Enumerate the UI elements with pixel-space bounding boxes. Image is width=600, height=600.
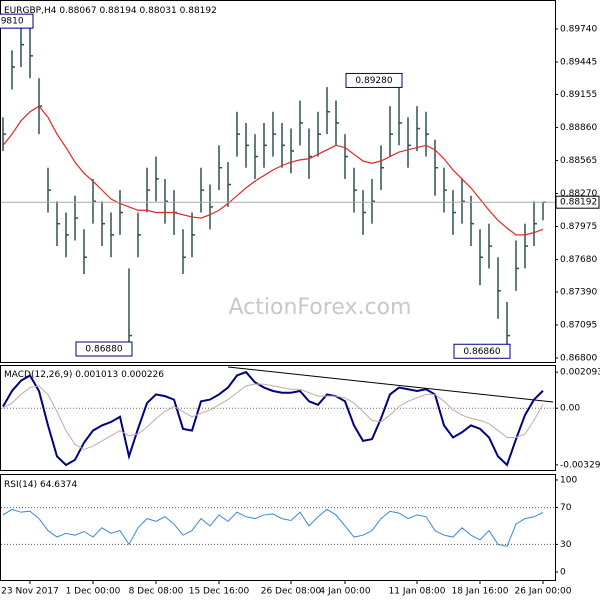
x-tick-label: 26 Jan 00:00 bbox=[515, 587, 572, 597]
header-value: 0.001013 bbox=[75, 370, 118, 380]
indicator-line bbox=[2, 383, 544, 451]
price-tag bbox=[555, 195, 600, 209]
header-value: 0.88067 bbox=[59, 6, 96, 16]
annotation-box bbox=[75, 341, 133, 357]
y-tick-label: 0.88860 bbox=[560, 123, 597, 133]
y-tick-label: 0.88565 bbox=[560, 156, 597, 166]
x-tick-label: 26 Dec 08:00 bbox=[261, 587, 322, 597]
indicator-line bbox=[2, 370, 544, 467]
y-tick-label: 0.87095 bbox=[560, 320, 597, 330]
pane-header: EURGBP,H4 0.88067 0.88194 0.88031 0.8819… bbox=[4, 6, 217, 16]
y-tick-label: 0.89155 bbox=[560, 90, 597, 100]
annotation-box bbox=[453, 343, 511, 359]
y-tick-label: 0 bbox=[560, 567, 566, 577]
header-title: EURGBP,H4 bbox=[4, 6, 57, 16]
indicator-line bbox=[2, 508, 544, 547]
y-tick-label: 0.00 bbox=[560, 404, 580, 414]
annotation-label: 0.89280 bbox=[355, 76, 392, 86]
x-tick-label: 15 Dec 16:00 bbox=[189, 587, 250, 597]
y-tick-label: 0.87680 bbox=[560, 255, 597, 265]
header-value: 0.88192 bbox=[180, 6, 217, 16]
header-value: 0.000226 bbox=[121, 370, 164, 380]
header-title: MACD(12,26,9) bbox=[4, 370, 72, 380]
y-tick-label: -0.003292 bbox=[560, 460, 600, 470]
y-tick-label: 0.89740 bbox=[560, 24, 597, 34]
rsi-pane bbox=[0, 474, 556, 581]
y-tick-label: 0.89445 bbox=[560, 57, 597, 67]
y-tick-label: 0.87975 bbox=[560, 222, 597, 232]
x-tick-label: 11 Jan 08:00 bbox=[389, 587, 446, 597]
pane-header: RSI(14) 64.6374 bbox=[4, 480, 77, 490]
header-value: 0.88194 bbox=[99, 6, 136, 16]
y-tick-label: 70 bbox=[560, 503, 572, 513]
y-tick-label: 0.86800 bbox=[560, 353, 597, 363]
annotation-label: 0.86880 bbox=[85, 345, 122, 355]
y-tick-label: 30 bbox=[560, 540, 572, 550]
y-tick-label: 100 bbox=[560, 475, 577, 485]
header-value: 0.88031 bbox=[140, 6, 177, 16]
pane-header: MACD(12,26,9) 0.001013 0.000226 bbox=[4, 370, 164, 380]
x-tick-label: 18 Jan 16:00 bbox=[452, 587, 509, 597]
header-value: 64.6374 bbox=[40, 480, 77, 490]
annotation-label: 0.89810 bbox=[0, 17, 24, 27]
macd-trendline bbox=[227, 366, 554, 403]
moving-average bbox=[2, 105, 544, 236]
y-tick-label: 0.002093 bbox=[560, 368, 600, 378]
x-tick-label: 23 Nov 2017 bbox=[1, 587, 59, 597]
annotation-box bbox=[0, 13, 34, 29]
macd-pane bbox=[0, 365, 556, 471]
y-tick-label: 0.88270 bbox=[560, 189, 597, 199]
y-tick-label: 0.87390 bbox=[560, 287, 597, 297]
price-pane bbox=[0, 0, 556, 363]
price-tag-label: 0.88192 bbox=[560, 198, 597, 208]
header-title: RSI(14) bbox=[4, 480, 37, 490]
annotation-label: 0.86860 bbox=[463, 347, 500, 357]
x-tick-label: 1 Dec 00:00 bbox=[66, 587, 121, 597]
x-tick-label: 8 Dec 08:00 bbox=[129, 587, 184, 597]
watermark: ActionForex.com bbox=[229, 295, 412, 320]
x-tick-label: 4 Jan 00:00 bbox=[319, 587, 371, 597]
annotation-box bbox=[345, 72, 403, 88]
